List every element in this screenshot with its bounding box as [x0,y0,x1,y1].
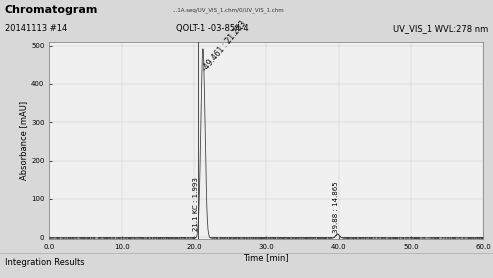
Text: Chromatogram: Chromatogram [5,5,98,15]
Text: 21.1 KC : 1.993: 21.1 KC : 1.993 [193,178,199,231]
X-axis label: Time [min]: Time [min] [244,253,289,262]
Text: QOLT-1 -03-854-4: QOLT-1 -03-854-4 [176,24,248,33]
Text: UV_VIS_1 WVL:278 nm: UV_VIS_1 WVL:278 nm [393,24,488,33]
Text: -49.461 : 21.253: -49.461 : 21.253 [201,20,248,74]
Text: 39.88 : 14.865: 39.88 : 14.865 [333,181,339,233]
Text: ...1A.seq/UV_VIS_1.chm/0/UV_VIS_1.chm: ...1A.seq/UV_VIS_1.chm/0/UV_VIS_1.chm [173,7,284,13]
Text: 20141113 #14: 20141113 #14 [5,24,67,33]
Text: Integration Results: Integration Results [5,259,85,267]
Y-axis label: Absorbance [mAU]: Absorbance [mAU] [19,101,28,180]
